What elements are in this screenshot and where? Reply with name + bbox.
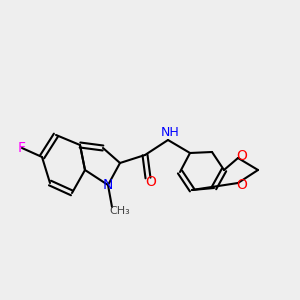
Text: O: O	[237, 178, 248, 192]
Text: O: O	[146, 175, 156, 189]
Text: F: F	[18, 141, 26, 155]
Text: N: N	[103, 178, 113, 192]
Text: O: O	[237, 149, 248, 163]
Text: NH: NH	[160, 125, 179, 139]
Text: CH₃: CH₃	[110, 206, 130, 216]
